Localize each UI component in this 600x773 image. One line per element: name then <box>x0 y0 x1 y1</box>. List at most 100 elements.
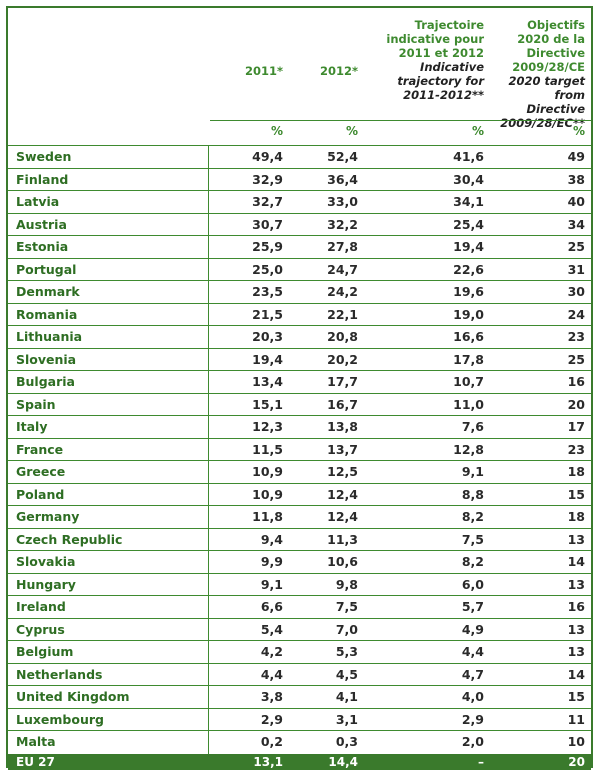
table-body: Sweden 49,4 52,4 41,6 49 Finland 32,9 36,4 30,4 3… <box>8 145 591 753</box>
value-2011: 10,9 <box>252 486 283 502</box>
value-2012: 9,8 <box>335 576 358 592</box>
country-name: Portugal <box>16 261 77 277</box>
country-name: Hungary <box>16 576 76 592</box>
value-target: 25 <box>567 239 585 254</box>
value-2012: 13,7 <box>327 441 358 457</box>
table-row: Finland 32,9 36,4 30,4 38 <box>8 167 591 191</box>
country-name: Slovenia <box>16 351 77 367</box>
value-2011: 25,9 <box>252 239 283 254</box>
value-trajectory: 4,7 <box>461 666 484 682</box>
country-name: France <box>16 441 64 457</box>
value-target: 13 <box>567 644 585 659</box>
table-row: Luxembourg 2,9 3,1 2,9 11 <box>8 707 591 731</box>
header-trajectory-en: Indicative trajectory for 2011-2012** <box>397 60 484 102</box>
value-2012: 16,7 <box>327 396 358 412</box>
value-2012: 4,5 <box>335 666 358 682</box>
value-2011: 32,9 <box>252 171 283 187</box>
table-row: Austria 30,7 32,2 25,4 34 <box>8 212 591 236</box>
value-trajectory: 7,5 <box>461 531 484 547</box>
table-row: Poland 10,9 12,4 8,8 15 <box>8 482 591 506</box>
value-2011: 25,0 <box>252 261 283 277</box>
value-target: 49 <box>567 149 585 164</box>
value-2012: 20,2 <box>327 351 358 367</box>
table-row: Netherlands 4,4 4,5 4,7 14 <box>8 662 591 686</box>
value-2012: 52,4 <box>327 149 358 164</box>
country-name: Luxembourg <box>16 711 104 727</box>
value-2011: 2,9 <box>260 711 283 727</box>
country-name: United Kingdom <box>16 689 130 704</box>
value-target: 40 <box>567 194 585 209</box>
value-target: 17 <box>567 419 585 434</box>
total-label: EU 27 <box>16 755 55 769</box>
value-target: 24 <box>567 306 585 322</box>
country-name: Cyprus <box>16 621 65 637</box>
value-2012: 17,7 <box>327 374 358 389</box>
table-row: Cyprus 5,4 7,0 4,9 13 <box>8 617 591 641</box>
country-name: Latvia <box>16 194 60 209</box>
value-trajectory: 41,6 <box>453 149 484 164</box>
value-2012: 24,2 <box>327 284 358 299</box>
table-row: Slovakia 9,9 10,6 8,2 14 <box>8 550 591 573</box>
value-2012: 33,0 <box>327 194 358 209</box>
table-row: Spain 15,1 16,7 11,0 20 <box>8 392 591 416</box>
value-trajectory: 4,9 <box>461 621 484 637</box>
country-name: Belgium <box>16 644 74 659</box>
country-name: Sweden <box>16 149 72 164</box>
value-2012: 11,3 <box>327 531 358 547</box>
value-target: 16 <box>567 599 585 614</box>
value-2011: 32,7 <box>252 194 283 209</box>
value-2012: 10,6 <box>327 554 358 569</box>
value-2011: 12,3 <box>252 419 283 434</box>
country-name: Poland <box>16 486 65 502</box>
table-row: Belgium 4,2 5,3 4,4 13 <box>8 640 591 663</box>
value-target: 25 <box>567 351 585 367</box>
value-2011: 20,3 <box>252 329 283 344</box>
value-target: 13 <box>567 621 585 637</box>
value-2011: 10,9 <box>252 464 283 479</box>
value-trajectory: 2,9 <box>461 711 484 727</box>
value-target: 23 <box>567 441 585 457</box>
value-trajectory: 19,0 <box>453 306 484 322</box>
value-target: 31 <box>567 261 585 277</box>
country-name: Spain <box>16 396 56 412</box>
value-2011: 49,4 <box>252 149 283 164</box>
country-name: Malta <box>16 734 56 749</box>
value-2011: 5,4 <box>260 621 283 637</box>
total-trajectory: – <box>478 755 484 769</box>
country-name: Slovakia <box>16 554 76 569</box>
value-trajectory: 8,8 <box>461 486 484 502</box>
value-2012: 12,4 <box>327 486 358 502</box>
header-2011: 2011* <box>244 64 283 78</box>
value-2012: 20,8 <box>327 329 358 344</box>
table-row: Greece 10,9 12,5 9,1 18 <box>8 460 591 483</box>
value-2012: 24,7 <box>327 261 358 277</box>
table-row: Germany 11,8 12,4 8,2 18 <box>8 505 591 528</box>
value-2012: 7,0 <box>335 621 358 637</box>
country-name: Czech Republic <box>16 531 123 547</box>
country-name: Bulgaria <box>16 374 75 389</box>
value-trajectory: 4,4 <box>461 644 484 659</box>
value-target: 18 <box>567 509 585 524</box>
value-2012: 12,5 <box>327 464 358 479</box>
country-name: Denmark <box>16 284 80 299</box>
value-trajectory: 22,6 <box>453 261 484 277</box>
table-row: Lithuania 20,3 20,8 16,6 23 <box>8 325 591 348</box>
value-target: 30 <box>567 284 585 299</box>
value-trajectory: 2,0 <box>461 734 484 749</box>
table-header: 2011* 2012* Trajectoire indicative pour … <box>8 8 591 130</box>
value-target: 15 <box>567 689 585 704</box>
value-target: 38 <box>567 171 585 187</box>
value-2012: 7,5 <box>335 599 358 614</box>
value-2011: 15,1 <box>252 396 283 412</box>
value-trajectory: 11,0 <box>453 396 484 412</box>
country-name: Austria <box>16 216 67 232</box>
table-row: France 11,5 13,7 12,8 23 <box>8 437 591 461</box>
unit-2012: % <box>345 124 358 138</box>
value-trajectory: 17,8 <box>453 351 484 367</box>
value-2011: 23,5 <box>252 284 283 299</box>
value-2012: 22,1 <box>327 306 358 322</box>
value-trajectory: 4,0 <box>461 689 484 704</box>
value-trajectory: 34,1 <box>453 194 484 209</box>
country-name: Italy <box>16 419 48 434</box>
value-2011: 13,4 <box>252 374 283 389</box>
